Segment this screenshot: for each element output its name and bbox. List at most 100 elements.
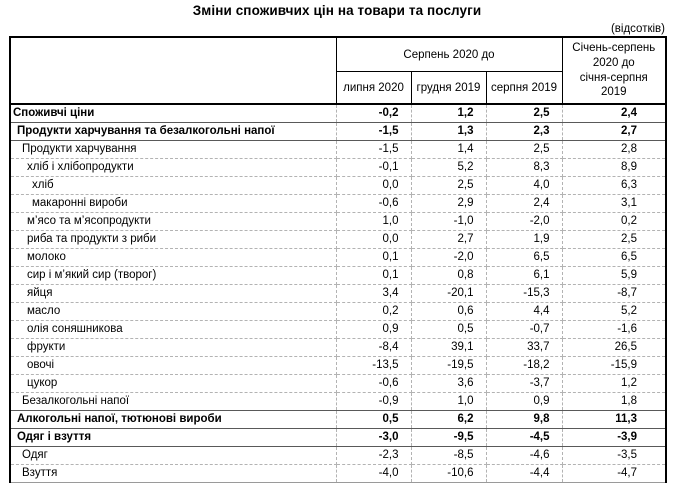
value-cell: 6,3 <box>561 176 667 195</box>
value-cell: 0,8 <box>410 266 487 285</box>
row-label-cell: Продукти харчування та безалкогольні нап… <box>9 122 337 141</box>
value-cell: 0,0 <box>335 230 412 249</box>
value-cell: 8,3 <box>485 158 563 177</box>
value-cell: 2,8 <box>561 140 667 159</box>
value-cell: 4,4 <box>485 302 563 321</box>
table-row: Одяг і взуття -3,0 -9,5 -4,5 -3,9 <box>9 428 667 447</box>
row-label-cell: хліб і хлібопродукти <box>9 158 337 177</box>
sub-header-cell: липня 2020 <box>335 71 412 105</box>
group-header-cell: Серпень 2020 до <box>335 36 563 72</box>
value-cell: 2,7 <box>410 230 487 249</box>
report-page: Зміни споживчих цін на товари та послуги… <box>9 3 668 483</box>
row-label-cell: сир і м’який сир (творог) <box>9 266 337 285</box>
value-cell: 1,3 <box>410 122 487 141</box>
value-cell: 0,5 <box>410 320 487 339</box>
page-title: Зміни споживчих цін на товари та послуги <box>192 3 482 18</box>
value-cell: 2,9 <box>410 194 487 213</box>
table-row: Одяг -2,3 -8,5 -4,6 -3,5 <box>9 446 667 465</box>
sub-header-cell: серпня 2019 <box>485 71 563 105</box>
value-cell: 2,5 <box>561 230 667 249</box>
value-cell: 33,7 <box>485 338 563 357</box>
table-row: Взуття -4,0 -10,6 -4,4 -4,7 <box>9 464 667 483</box>
value-cell: 1,0 <box>410 392 487 411</box>
value-cell: 26,5 <box>561 338 667 357</box>
value-cell: 2,5 <box>410 176 487 195</box>
value-cell: -15,3 <box>485 284 563 303</box>
value-cell: -3,9 <box>561 428 667 447</box>
row-label-cell: м’ясо та м’ясопродукти <box>9 212 337 231</box>
value-cell: -3,7 <box>485 374 563 393</box>
value-cell: 6,5 <box>485 248 563 267</box>
row-label-cell: молоко <box>9 248 337 267</box>
value-cell: 5,9 <box>561 266 667 285</box>
table-row: риба та продукти з риби 0,0 2,7 1,9 2,5 <box>9 230 667 249</box>
value-cell: -10,6 <box>410 464 487 483</box>
value-cell: -8,5 <box>410 446 487 465</box>
value-cell: 2,7 <box>561 122 667 141</box>
sub-header-cell: грудня 2019 <box>410 71 487 105</box>
value-cell: -9,5 <box>410 428 487 447</box>
value-cell: 1,9 <box>485 230 563 249</box>
value-cell: -1,6 <box>561 320 667 339</box>
value-cell: 0,6 <box>410 302 487 321</box>
value-cell: 6,5 <box>561 248 667 267</box>
value-cell: 1,2 <box>561 374 667 393</box>
table-row: цукор -0,6 3,6 -3,7 1,2 <box>9 374 667 393</box>
row-label-cell: олія соняшникова <box>9 320 337 339</box>
table-row: овочі -13,5 -19,5 -18,2 -15,9 <box>9 356 667 375</box>
value-cell: 5,2 <box>410 158 487 177</box>
value-cell: -13,5 <box>335 356 412 375</box>
value-cell: 11,3 <box>561 410 667 429</box>
row-label-cell: риба та продукти з риби <box>9 230 337 249</box>
value-cell: -0,2 <box>335 103 412 123</box>
row-label-cell: хліб <box>9 176 337 195</box>
period-header-cell: Січень-серпень 2020 до січня-серпня 2019 <box>561 36 667 105</box>
value-cell: 8,9 <box>561 158 667 177</box>
table-row: фрукти -8,4 39,1 33,7 26,5 <box>9 338 667 357</box>
table-row: макаронні вироби -0,6 2,9 2,4 3,1 <box>9 194 667 213</box>
value-cell: 0,2 <box>561 212 667 231</box>
table-row: Продукти харчування -1,5 1,4 2,5 2,8 <box>9 140 667 159</box>
unit-note: (відсотків) <box>610 23 665 35</box>
table-row: Безалкогольні напої -0,9 1,0 0,9 1,8 <box>9 392 667 411</box>
row-label-cell: Одяг і взуття <box>9 428 337 447</box>
row-label-cell: цукор <box>9 374 337 393</box>
value-cell: -1,5 <box>335 140 412 159</box>
value-cell: 3,1 <box>561 194 667 213</box>
value-cell: 2,5 <box>485 140 563 159</box>
table-row: хліб 0,0 2,5 4,0 6,3 <box>9 176 667 195</box>
row-label-cell: Алкогольні напої, тютюнові вироби <box>9 410 337 429</box>
value-cell: -4,5 <box>485 428 563 447</box>
value-cell: -1,5 <box>335 122 412 141</box>
value-cell: 3,6 <box>410 374 487 393</box>
value-cell: -0,9 <box>335 392 412 411</box>
value-cell: 0,1 <box>335 266 412 285</box>
value-cell: 1,0 <box>335 212 412 231</box>
value-cell: 1,2 <box>410 103 487 123</box>
value-cell: -8,4 <box>335 338 412 357</box>
value-cell: 2,5 <box>485 103 563 123</box>
table-row: хліб і хлібопродукти -0,1 5,2 8,3 8,9 <box>9 158 667 177</box>
table-row: Продукти харчування та безалкогольні нап… <box>9 122 667 141</box>
value-cell: -0,1 <box>335 158 412 177</box>
table-row: сир і м’який сир (творог) 0,1 0,8 6,1 5,9 <box>9 266 667 285</box>
table-body: Споживчі ціни -0,2 1,2 2,5 2,4 Продукти харчу… <box>9 103 667 483</box>
value-cell: -2,0 <box>410 248 487 267</box>
value-cell: 0,9 <box>335 320 412 339</box>
table-header: Серпень 2020 до Січень-серпень 2020 до с… <box>9 36 667 105</box>
value-cell: 0,0 <box>335 176 412 195</box>
row-label-cell: масло <box>9 302 337 321</box>
row-label-cell: Безалкогольні напої <box>9 392 337 411</box>
table-row: олія соняшникова 0,9 0,5 -0,7 -1,6 <box>9 320 667 339</box>
value-cell: 2,3 <box>485 122 563 141</box>
table-row: м’ясо та м’ясопродукти 1,0 -1,0 -2,0 0,2 <box>9 212 667 231</box>
header-row-group: Серпень 2020 до Січень-серпень 2020 до с… <box>9 36 667 105</box>
value-cell: -0,7 <box>485 320 563 339</box>
row-label-cell: яйця <box>9 284 337 303</box>
row-label-cell: Взуття <box>9 464 337 483</box>
value-cell: 6,1 <box>485 266 563 285</box>
table-row: Алкогольні напої, тютюнові вироби 0,5 6,2 9… <box>9 410 667 429</box>
value-cell: 0,5 <box>335 410 412 429</box>
value-cell: 0,9 <box>485 392 563 411</box>
value-cell: -19,5 <box>410 356 487 375</box>
